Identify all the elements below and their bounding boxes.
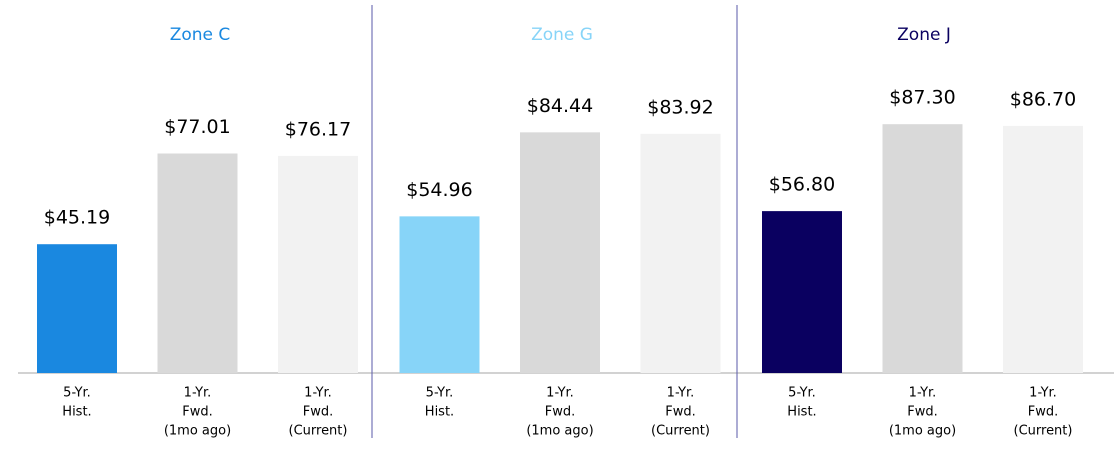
x-tick-label: Hist.	[425, 405, 454, 420]
x-tick-label: (1mo ago)	[889, 424, 956, 439]
x-tick-label: Hist.	[787, 405, 816, 420]
x-tick-label: 1-Yr.	[909, 386, 937, 401]
x-tick-label: Fwd.	[303, 405, 334, 420]
x-tick-label: 1-Yr.	[546, 386, 574, 401]
bar	[520, 132, 600, 373]
x-tick-label: 5-Yr.	[788, 386, 816, 401]
bar	[640, 133, 721, 373]
x-tick-label: Fwd.	[545, 405, 576, 420]
x-tick-label: (Current)	[651, 424, 710, 439]
x-tick-label: 1-Yr.	[1029, 386, 1057, 401]
x-tick-label: 1-Yr.	[304, 386, 332, 401]
x-tick-label: (Current)	[289, 424, 348, 439]
x-tick-label: (1mo ago)	[164, 424, 231, 439]
x-tick-label: 5-Yr.	[426, 386, 454, 401]
panel-title: Zone J	[897, 25, 951, 45]
x-tick-label: Fwd.	[182, 405, 213, 420]
value-label: $86.70	[1010, 88, 1076, 110]
value-label: $76.17	[285, 118, 351, 140]
x-tick-label: 1-Yr.	[667, 386, 695, 401]
value-label: $56.80	[769, 174, 835, 196]
x-tick-label: (Current)	[1014, 424, 1073, 439]
bar	[882, 124, 963, 373]
x-tick-label: Fwd.	[665, 405, 696, 420]
value-label: $84.44	[527, 95, 593, 117]
x-tick-label: 1-Yr.	[184, 386, 212, 401]
bar	[157, 153, 238, 373]
bar	[762, 211, 842, 373]
x-tick-label: Fwd.	[907, 405, 938, 420]
x-tick-label: 5-Yr.	[63, 386, 91, 401]
value-label: $87.30	[889, 87, 955, 109]
x-tick-label: (1mo ago)	[526, 424, 593, 439]
bar	[278, 155, 358, 373]
x-tick-label: Hist.	[62, 405, 91, 420]
panel-title: Zone C	[170, 25, 231, 45]
x-tick-label: Fwd.	[1028, 405, 1059, 420]
bar	[1003, 125, 1083, 373]
bar	[399, 216, 480, 373]
value-label: $83.92	[647, 96, 713, 118]
value-label: $77.01	[164, 116, 230, 138]
panel-title: Zone G	[531, 25, 593, 45]
value-label: $54.96	[406, 179, 472, 201]
value-label: $45.19	[44, 207, 110, 229]
bar	[37, 244, 117, 373]
